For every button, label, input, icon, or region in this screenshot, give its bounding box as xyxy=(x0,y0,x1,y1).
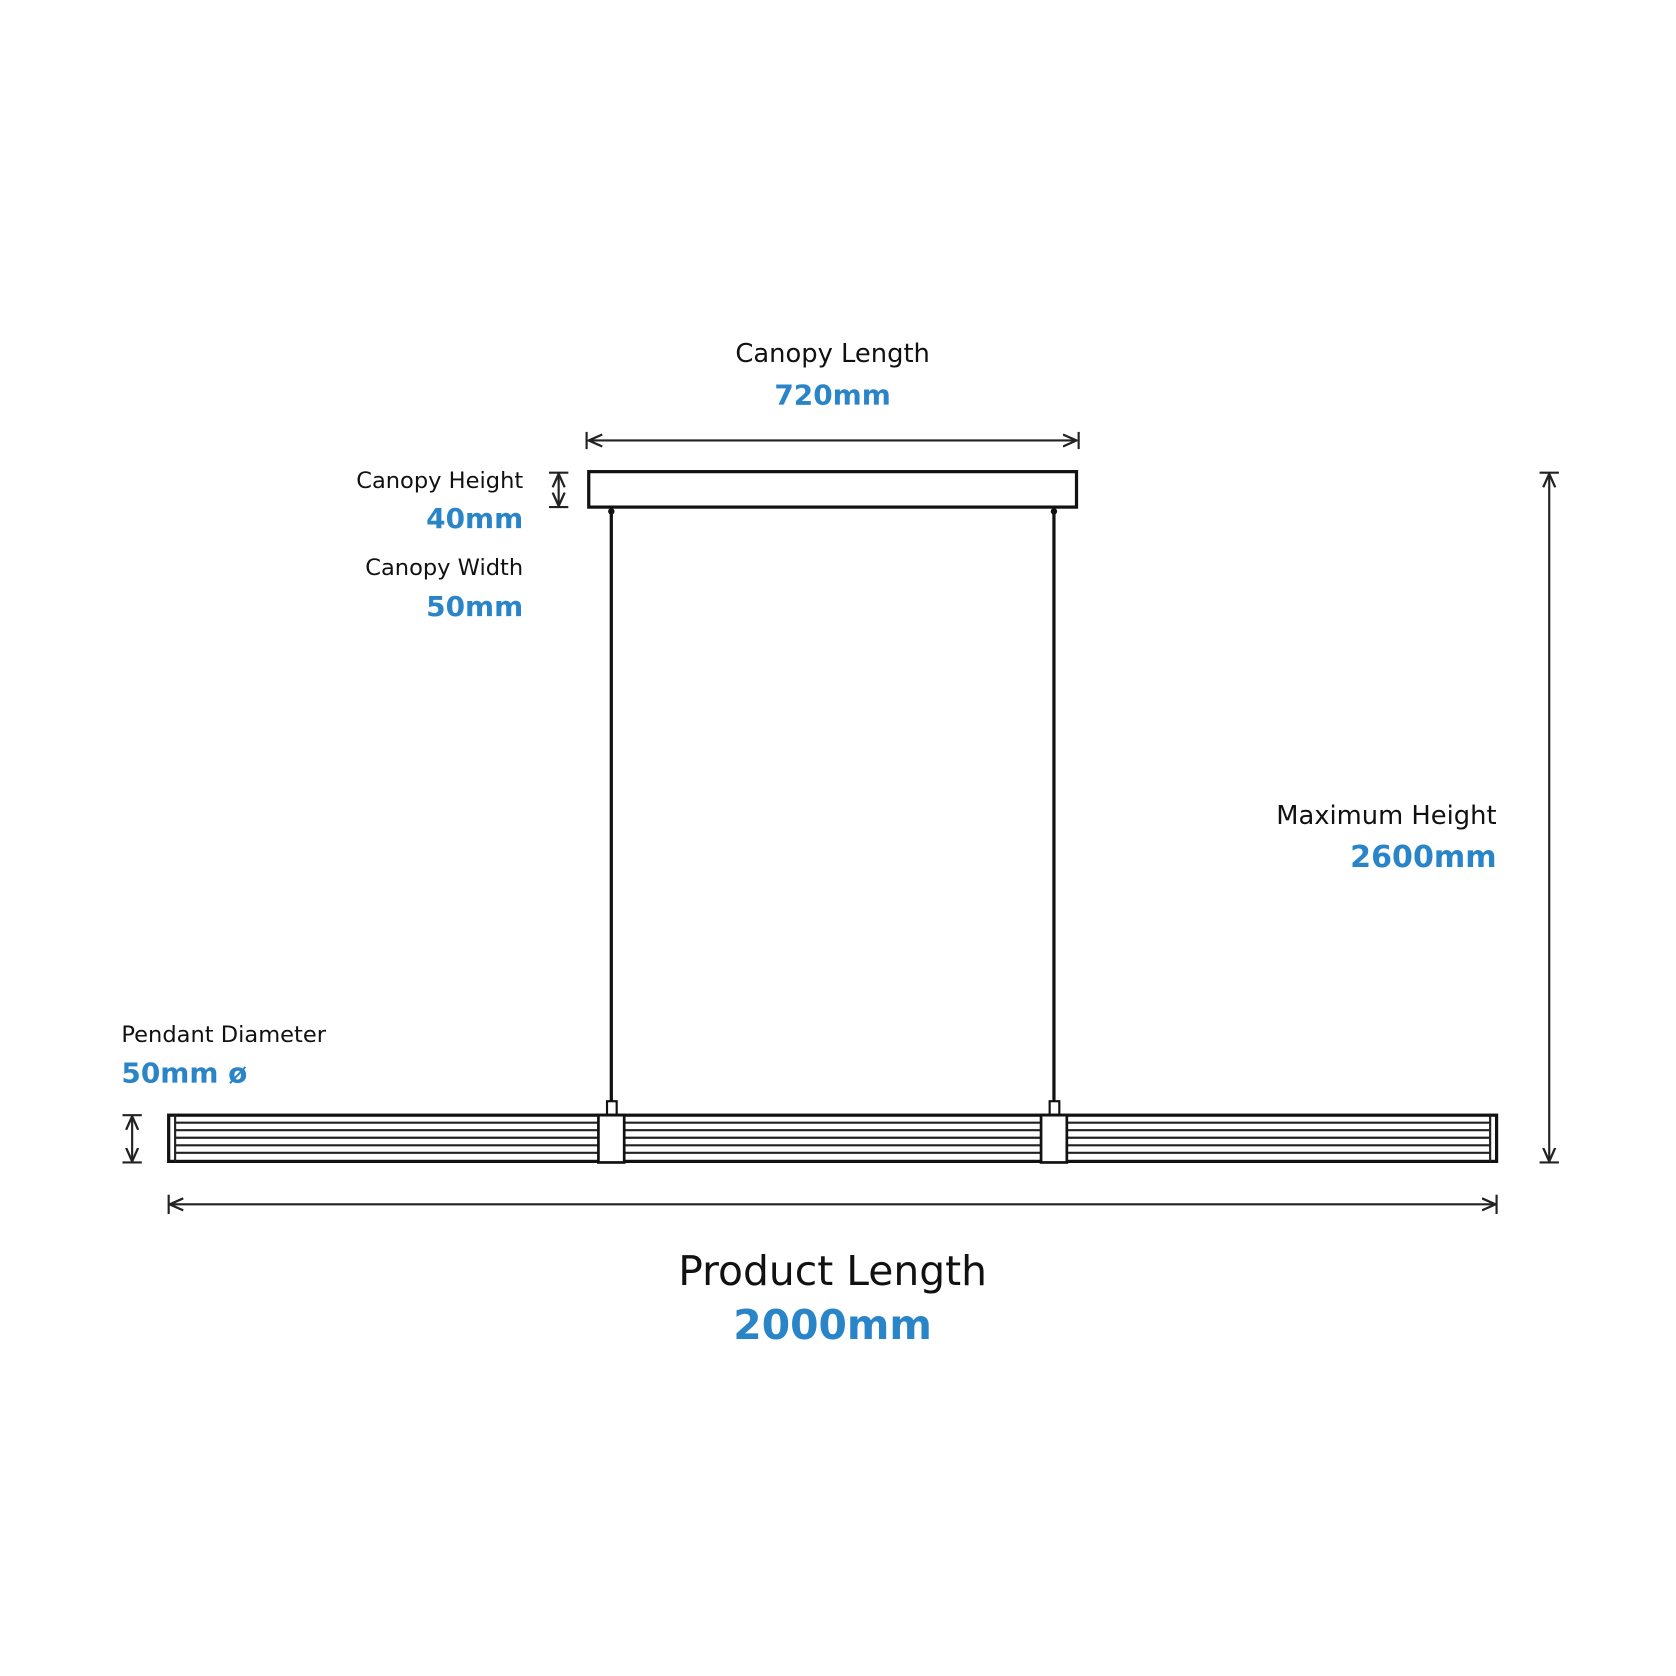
value: 2000mm xyxy=(733,1301,932,1349)
label: Pendant Diameter xyxy=(121,1022,326,1048)
value: 2600mm xyxy=(1350,840,1496,875)
label: Canopy Height xyxy=(356,468,523,494)
label: Canopy Length xyxy=(735,339,930,369)
dimension-lines xyxy=(122,431,1559,1215)
label: Maximum Height xyxy=(1276,801,1496,831)
value: 50mm xyxy=(426,590,523,623)
label: Product Length xyxy=(678,1247,987,1295)
label: Canopy Width xyxy=(365,555,523,581)
value: 50mm ø xyxy=(121,1056,247,1089)
value: 40mm xyxy=(426,502,523,535)
value: 720mm xyxy=(774,378,890,411)
pendant-drawing xyxy=(167,470,1499,1164)
